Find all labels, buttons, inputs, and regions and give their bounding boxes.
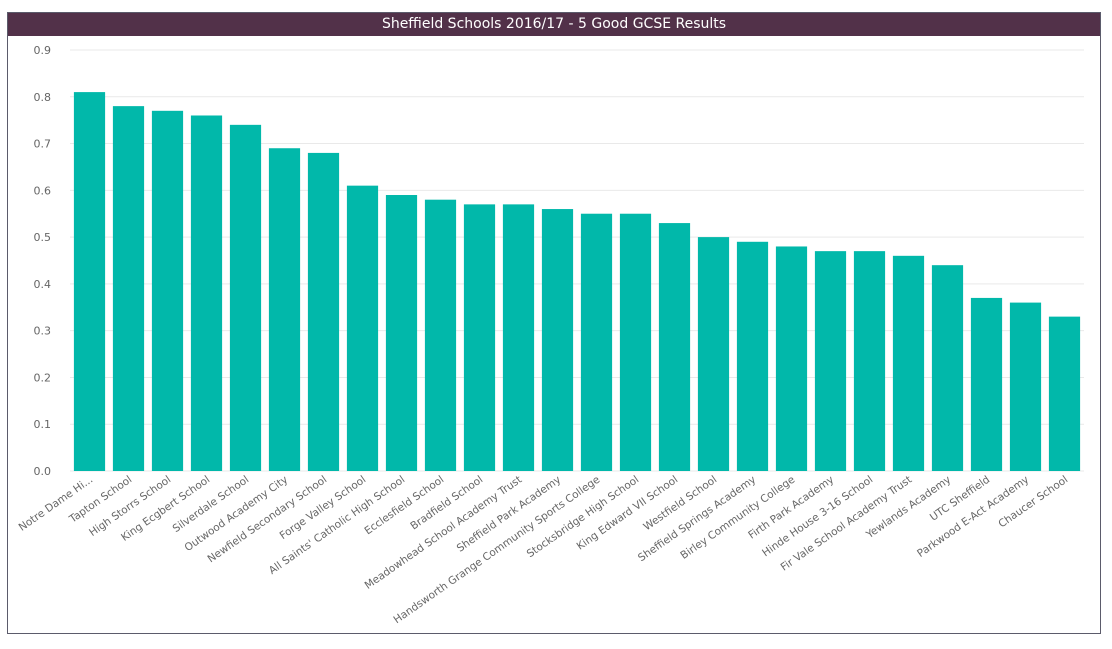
- bar[interactable]: [736, 241, 769, 471]
- bar[interactable]: [931, 265, 964, 471]
- bar[interactable]: [229, 124, 262, 471]
- y-tick-label: 0.1: [34, 418, 52, 431]
- y-tick-label: 0.8: [34, 91, 52, 104]
- bar[interactable]: [463, 204, 496, 471]
- bar-chart: 0.0 0.1 0.2 0.3 0.4 0.5 0.6 0.7 0.8 0.9 Notre Dam…: [17, 44, 1084, 627]
- bar[interactable]: [853, 251, 886, 471]
- bar[interactable]: [541, 209, 574, 472]
- bar[interactable]: [1048, 316, 1081, 471]
- bar[interactable]: [775, 246, 808, 471]
- bar[interactable]: [424, 199, 457, 471]
- chart-title: Sheffield Schools 2016/17 - 5 Good GCSE …: [8, 13, 1100, 36]
- y-tick-label: 0.4: [34, 278, 52, 291]
- bar[interactable]: [502, 204, 535, 471]
- y-tick-label: 0.9: [34, 44, 52, 57]
- bar[interactable]: [151, 110, 184, 472]
- y-tick-label: 0.0: [34, 465, 52, 478]
- bar[interactable]: [346, 185, 379, 471]
- bar[interactable]: [307, 152, 340, 471]
- bar[interactable]: [73, 92, 106, 471]
- bars: [73, 92, 1081, 472]
- y-tick-label: 0.2: [34, 371, 52, 384]
- bar[interactable]: [892, 255, 925, 471]
- bar[interactable]: [1009, 302, 1042, 471]
- chart-frame: 0.0 0.1 0.2 0.3 0.4 0.5 0.6 0.7 0.8 0.9 Notre Dam…: [7, 12, 1101, 634]
- y-axis-ticks: 0.0 0.1 0.2 0.3 0.4 0.5 0.6 0.7 0.8 0.9: [34, 44, 52, 478]
- y-tick-label: 0.7: [34, 138, 52, 151]
- bar[interactable]: [814, 251, 847, 471]
- y-tick-label: 0.6: [34, 184, 52, 197]
- bar[interactable]: [112, 106, 145, 471]
- bar[interactable]: [190, 115, 223, 471]
- bar[interactable]: [697, 237, 730, 471]
- bar[interactable]: [658, 223, 691, 471]
- bar[interactable]: [268, 148, 301, 471]
- bar[interactable]: [385, 195, 418, 471]
- bar[interactable]: [970, 297, 1003, 471]
- x-category-label: Chaucer School: [996, 474, 1070, 531]
- bar[interactable]: [580, 213, 613, 471]
- y-tick-label: 0.5: [34, 231, 52, 244]
- bar[interactable]: [619, 213, 652, 471]
- y-tick-label: 0.3: [34, 325, 52, 338]
